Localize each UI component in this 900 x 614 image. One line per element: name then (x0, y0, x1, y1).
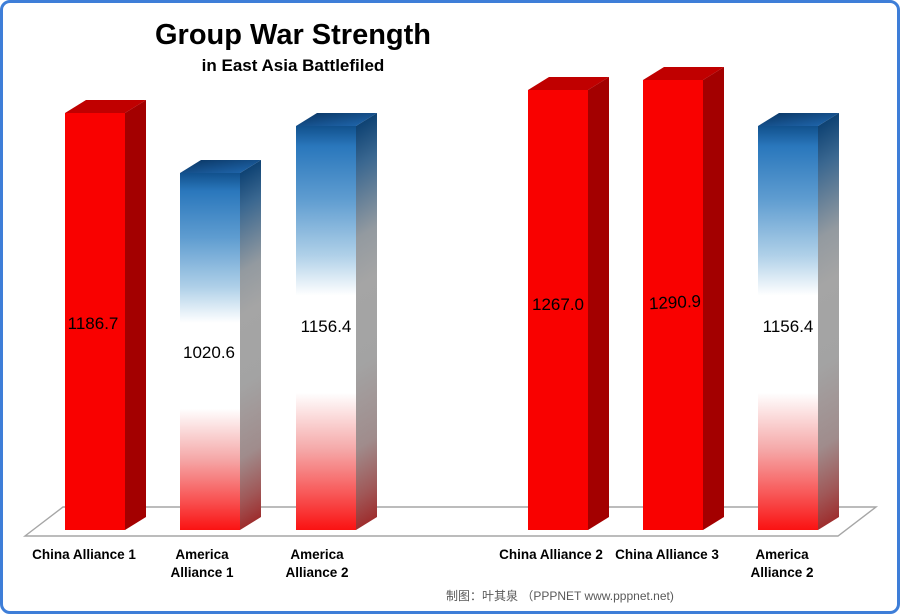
category-label: America Alliance 2 (242, 546, 392, 582)
category-label-line: China Alliance 1 (32, 547, 136, 562)
category-label-line: America (175, 547, 229, 562)
bar-front-face (528, 90, 588, 530)
bar-front-face (296, 126, 356, 530)
bar-front-face (180, 173, 240, 530)
value-label: 1156.4 (762, 317, 814, 336)
chart-title: Group War Strength (154, 19, 432, 51)
bar-side-face (125, 99, 146, 531)
value-label: 1186.7 (67, 314, 119, 333)
category-label-line: Alliance 1 (170, 565, 234, 580)
category-label: China Alliance 3 (592, 546, 742, 564)
category-label: China Alliance 2 (476, 546, 626, 564)
title-block: Group War Strength in East Asia Battlefi… (113, 19, 473, 76)
category-label-line: Alliance 2 (750, 565, 814, 580)
bar-side-face (818, 112, 839, 531)
value-label: 1156.4 (300, 317, 352, 336)
bar-side-face (703, 66, 724, 530)
bar-front-face (643, 80, 703, 530)
value-label: 1267.0 (532, 295, 584, 314)
category-label: America Alliance 2 (707, 546, 857, 582)
category-label: America Alliance 1 (127, 546, 277, 582)
chart-subtitle: in East Asia Battlefiled (201, 56, 385, 75)
category-label-line: China Alliance 2 (499, 547, 603, 562)
category-label-line: China Alliance 3 (615, 547, 719, 562)
category-label-line: America (755, 547, 809, 562)
bar-side-face (588, 76, 609, 531)
category-label: China Alliance 1 (9, 546, 159, 564)
value-label: 1290.9 (648, 291, 702, 314)
category-label-line: America (290, 547, 344, 562)
category-label-line: Alliance 2 (285, 565, 349, 580)
bar-front-face (65, 113, 125, 530)
value-label: 1020.6 (183, 343, 235, 362)
bar-side-face (356, 112, 377, 531)
bar-front-face (758, 126, 818, 530)
bar-side-face (240, 159, 261, 530)
credit-text: 制图：叶其泉 （PPPNET www.pppnet.net) (446, 589, 674, 603)
